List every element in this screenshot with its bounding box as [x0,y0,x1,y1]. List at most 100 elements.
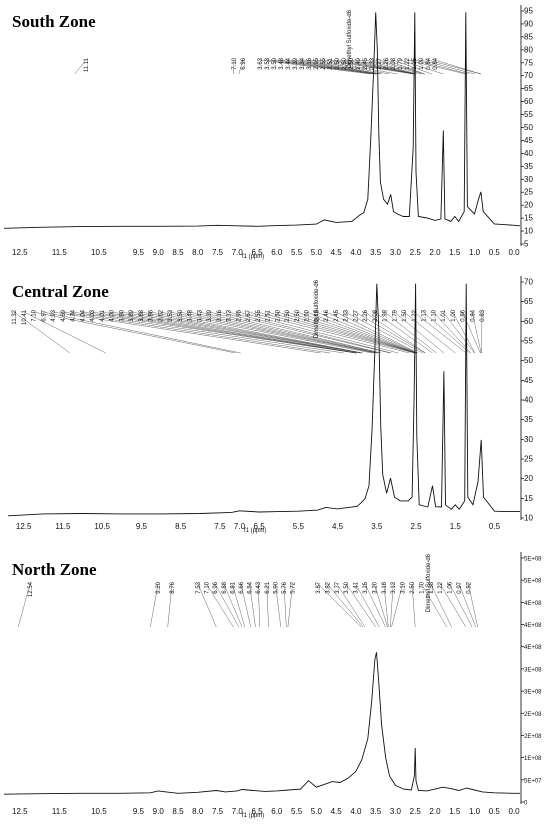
peak-leader-line [391,583,403,628]
x-tick-label: 4.5 [331,807,343,816]
peak-leader-line [74,59,87,75]
x-tick-label: 7.5 [212,248,224,257]
x-tick-label: 5.0 [311,807,323,816]
x-tick-label: 1.5 [449,807,461,816]
peak-leader-line [62,311,331,354]
peak-label: 3.90 [119,309,125,321]
peak-leader-line [390,583,394,628]
peak-leader-line [294,59,381,75]
x-tick-label: 0.5 [489,807,501,816]
y-tick-label: 25 [524,188,533,197]
y-tick-label: 35 [524,162,533,171]
peak-leader-line [399,59,444,75]
peak-leader-line [327,583,364,628]
peak-leader-line [413,59,469,75]
x-tick-label: 0.5 [489,248,501,257]
spectrum-line [3,652,520,795]
peak-label: 1.22 [405,57,411,69]
peak-label: 3.50 [272,57,278,69]
x-tick-label: 6.0 [271,248,283,257]
solvent-label: Dimethyl Sulfoxide-d6 [426,553,432,612]
peak-label: 6.97 [41,309,47,321]
y-tick-label: 40 [524,149,533,158]
x-tick-label: 3.5 [370,248,382,257]
peak-label: 6.43 [256,581,262,593]
peak-leader-line [335,311,419,354]
peak-label: 0.83 [480,309,486,321]
peak-label: 1.79 [392,309,398,321]
peak-leader-line [179,311,377,354]
peak-label: 0.86 [461,309,467,321]
peak-leader-line [273,59,376,75]
x-tick-label: 1.5 [449,248,461,257]
y-tick-label: 55 [524,110,533,119]
x-tick-label: 8.5 [172,807,184,816]
peak-label: 2.51 [266,309,272,321]
y-tick-label: 5E+08 [524,557,542,563]
peak-leader-line [336,59,416,75]
peak-label: 2.49 [356,57,362,69]
peak-label: 6.96 [213,581,219,593]
peak-leader-line [275,583,281,628]
peak-label: 11.32 [12,309,18,324]
peak-leader-line [287,59,379,75]
x-tick-label: 5.0 [311,248,323,257]
peak-leader-line [364,311,426,354]
peak-label: 2.46 [324,309,330,321]
peak-label: 2.95 [236,309,242,321]
peak-leader-line [240,583,251,628]
peak-label: 3.50 [178,309,184,321]
peak-label: 2.55 [321,57,327,69]
spectrum-line [3,12,521,229]
peak-label: 3.87 [316,581,322,593]
x-axis-label: f1 (ppm) [242,254,264,260]
peak-label: 7.53 [196,581,202,593]
peak-leader-line [308,59,390,75]
peak-label: 0.84 [470,309,476,321]
peak-label: 7.10 [32,309,38,321]
peak-leader-line [336,583,366,628]
peak-label: 1.01 [441,309,447,321]
peak-leader-line [403,311,456,354]
peak-label: 2.50 [275,309,281,321]
peak-leader-line [189,311,378,354]
y-tick-label: 65 [524,297,533,306]
peak-leader-line [259,59,371,75]
x-tick-label: 11.5 [52,248,68,257]
peak-label: 4.93 [51,309,57,321]
x-tick-label: 3.0 [390,807,402,816]
peak-leader-line [316,311,417,354]
x-tick-label: 8.0 [192,248,204,257]
peak-leader-line [206,583,234,628]
peak-label: 2.26 [363,309,369,321]
peak-label: 2.49 [314,309,320,321]
peak-label: 2.45 [363,57,369,69]
peak-leader-line [215,583,240,628]
peak-label: 1.79 [398,57,404,69]
y-tick-label: 45 [524,376,533,385]
peak-label: 3.34 [300,57,306,69]
peak-leader-line [430,583,452,628]
peak-label: 2.08 [391,57,397,69]
peak-label: 0.92 [466,581,472,593]
south-zone-panel: 95 90 85 80 75 70 65 60 55 50 45 40 35 30 25 20 15 10 5 12.… [0,0,550,268]
north-zone-panel: 5E+08 5E+08 4E+08 4E+08 4E+08 3E+08 3E+08 2E+08… [0,540,550,824]
peak-leader-line [434,59,481,75]
north-zone-spectrum-chart: 5E+08 5E+08 4E+08 4E+08 4E+08 3E+08 3E+08 2E+08… [3,552,542,819]
peak-leader-line [423,311,470,354]
peak-label: 3.48 [188,309,194,321]
peak-leader-line [233,59,235,75]
peak-leader-line [315,59,398,75]
peak-label: 2.50 [342,57,348,69]
x-tick-label: 5.5 [293,522,305,531]
peak-label: 1.22 [412,309,418,321]
peak-leader-line [266,583,269,628]
peak-leader-line [23,311,106,354]
peak-label: 2.50 [410,581,416,593]
peak-leader-line [350,59,416,75]
peak-leader-line [169,311,376,354]
peak-leader-line [413,311,467,354]
peak-label: 1.06 [448,581,454,593]
peak-label: 3.10 [401,581,407,593]
peak-label: 5.90 [273,581,279,593]
